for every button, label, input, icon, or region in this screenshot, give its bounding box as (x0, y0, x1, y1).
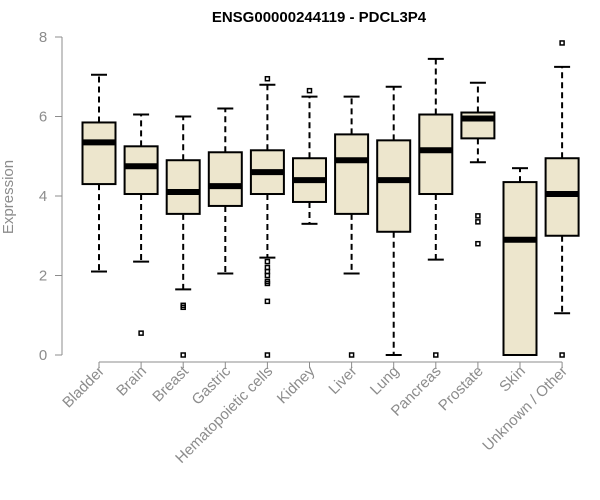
outlier-point (559, 352, 565, 358)
y-axis-ticks: 0 2 4 6 8 (39, 29, 62, 364)
y-tick-label: 2 (39, 268, 47, 285)
box-group (376, 85, 412, 356)
y-axis-label: Expression (0, 160, 17, 234)
x-tick-label: Brain (113, 363, 150, 400)
outlier-point (264, 352, 271, 358)
chart-title: ENSG00000244119 - PDCL3P4 (212, 9, 427, 26)
box-iqr (376, 139, 412, 233)
outlier-point (180, 352, 186, 358)
outlier-point (138, 330, 144, 336)
x-tick-label: Liver (325, 363, 360, 398)
outlier-point (180, 302, 186, 309)
box-group (81, 73, 117, 273)
box-iqr (207, 151, 243, 207)
box-group (418, 57, 454, 358)
box-group (207, 107, 243, 275)
x-tick-label: Lung (367, 363, 403, 399)
box-iqr (334, 133, 370, 215)
box-group (249, 75, 285, 358)
y-tick-label: 4 (39, 188, 47, 205)
box-group (334, 95, 370, 358)
outlier-point (264, 75, 271, 82)
y-tick-label: 0 (39, 347, 47, 364)
box-group (292, 87, 327, 225)
boxes-layer (81, 40, 580, 358)
box-iqr (165, 159, 201, 215)
box-iqr (502, 181, 538, 356)
box-group (165, 115, 201, 358)
box-group (123, 113, 159, 336)
box-iqr (81, 121, 117, 186)
box-iqr (418, 113, 454, 196)
outlier-point (264, 258, 271, 265)
outlier-point (433, 352, 439, 358)
x-tick-label: Bladder (59, 363, 108, 412)
box-iqr (123, 145, 159, 196)
box-group (502, 167, 538, 356)
box-group (460, 81, 496, 247)
outlier-point (475, 219, 481, 225)
outlier-point (475, 240, 481, 247)
outlier-point (475, 213, 481, 219)
x-tick-label: Kidney (274, 362, 319, 407)
outlier-point (306, 87, 313, 94)
x-tick-label: Prostate (435, 363, 487, 415)
box-group (544, 40, 580, 358)
outlier-point (559, 40, 565, 46)
x-tick-label: Skin (496, 363, 529, 396)
outlier-point (264, 298, 271, 305)
x-tick-label: Breast (149, 362, 192, 405)
outlier-point (264, 272, 271, 279)
outlier-point (264, 280, 271, 287)
y-tick-label: 8 (39, 29, 47, 46)
outlier-point (348, 352, 355, 358)
y-tick-label: 6 (39, 109, 47, 126)
